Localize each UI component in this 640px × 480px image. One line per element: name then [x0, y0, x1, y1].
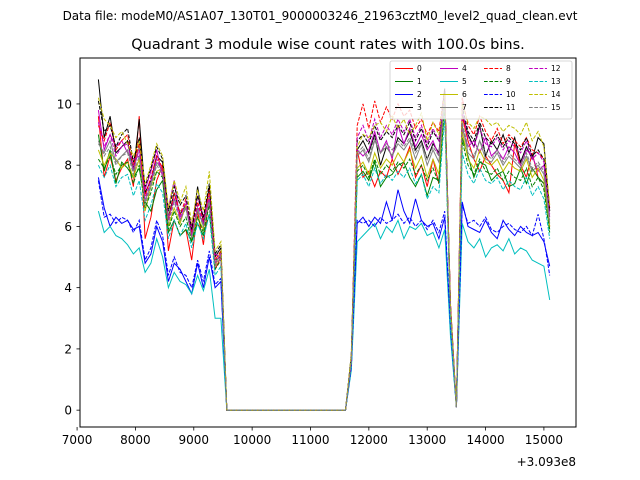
axes-frame	[79, 57, 577, 428]
x-tick-label: 14000	[466, 433, 504, 447]
series-line-3	[97, 79, 551, 411]
series-line-11	[97, 88, 551, 411]
x-tick-label: 11000	[291, 433, 329, 447]
legend-label-12: 12	[551, 64, 561, 73]
legend-label-10: 10	[506, 90, 516, 99]
figure-suptitle: Data file: modeM0/AS1A07_130T01_90000032…	[63, 9, 578, 23]
y-tick-label: 2	[64, 342, 72, 356]
legend-label-1: 1	[417, 77, 422, 86]
series-line-14	[97, 94, 551, 411]
series-line-12	[97, 94, 551, 411]
chart-title: Quadrant 3 module wise count rates with …	[131, 37, 525, 53]
series-line-7	[97, 97, 551, 411]
legend-label-4: 4	[462, 64, 467, 73]
legend-label-14: 14	[551, 90, 561, 99]
x-offset-label: +3.093e8	[517, 455, 576, 469]
x-tick-label: 13000	[408, 433, 446, 447]
series-line-9	[97, 106, 551, 411]
legend-label-6: 6	[462, 90, 467, 99]
series-line-1	[97, 97, 551, 411]
series-line-4	[97, 94, 551, 411]
series-line-0	[97, 94, 551, 411]
series-line-2	[97, 177, 551, 411]
y-tick-label: 4	[64, 281, 72, 295]
x-tick-label: 12000	[350, 433, 388, 447]
y-axis: 0 2 4 6 8 10	[57, 97, 80, 418]
legend-label-9: 9	[506, 77, 511, 86]
legend-label-13: 13	[551, 77, 561, 86]
plot-area	[97, 79, 551, 411]
series-line-5	[97, 210, 551, 411]
series-line-10	[97, 180, 551, 411]
x-tick-label: 9000	[179, 433, 210, 447]
legend-label-3: 3	[417, 103, 422, 112]
legend-label-11: 11	[506, 103, 516, 112]
legend-label-15: 15	[551, 103, 561, 112]
x-axis: 7000 8000 9000 10000 11000 12000 13000 14000 150…	[62, 427, 563, 447]
x-tick-label: 8000	[120, 433, 151, 447]
y-tick-label: 8	[64, 159, 72, 173]
y-tick-label: 6	[64, 220, 72, 234]
y-tick-label: 10	[57, 97, 72, 111]
legend-label-7: 7	[462, 103, 467, 112]
series-line-13	[97, 116, 551, 411]
x-tick-label: 10000	[233, 433, 271, 447]
x-tick-label: 7000	[62, 433, 93, 447]
series-line-8	[97, 88, 551, 411]
y-tick-label: 0	[64, 404, 72, 418]
legend-label-8: 8	[506, 64, 511, 73]
legend-label-0: 0	[417, 64, 422, 73]
legend-label-2: 2	[417, 90, 422, 99]
legend-label-5: 5	[462, 77, 467, 86]
series-line-15	[97, 100, 551, 411]
legend-box	[389, 60, 573, 120]
x-tick-label: 15000	[525, 433, 563, 447]
